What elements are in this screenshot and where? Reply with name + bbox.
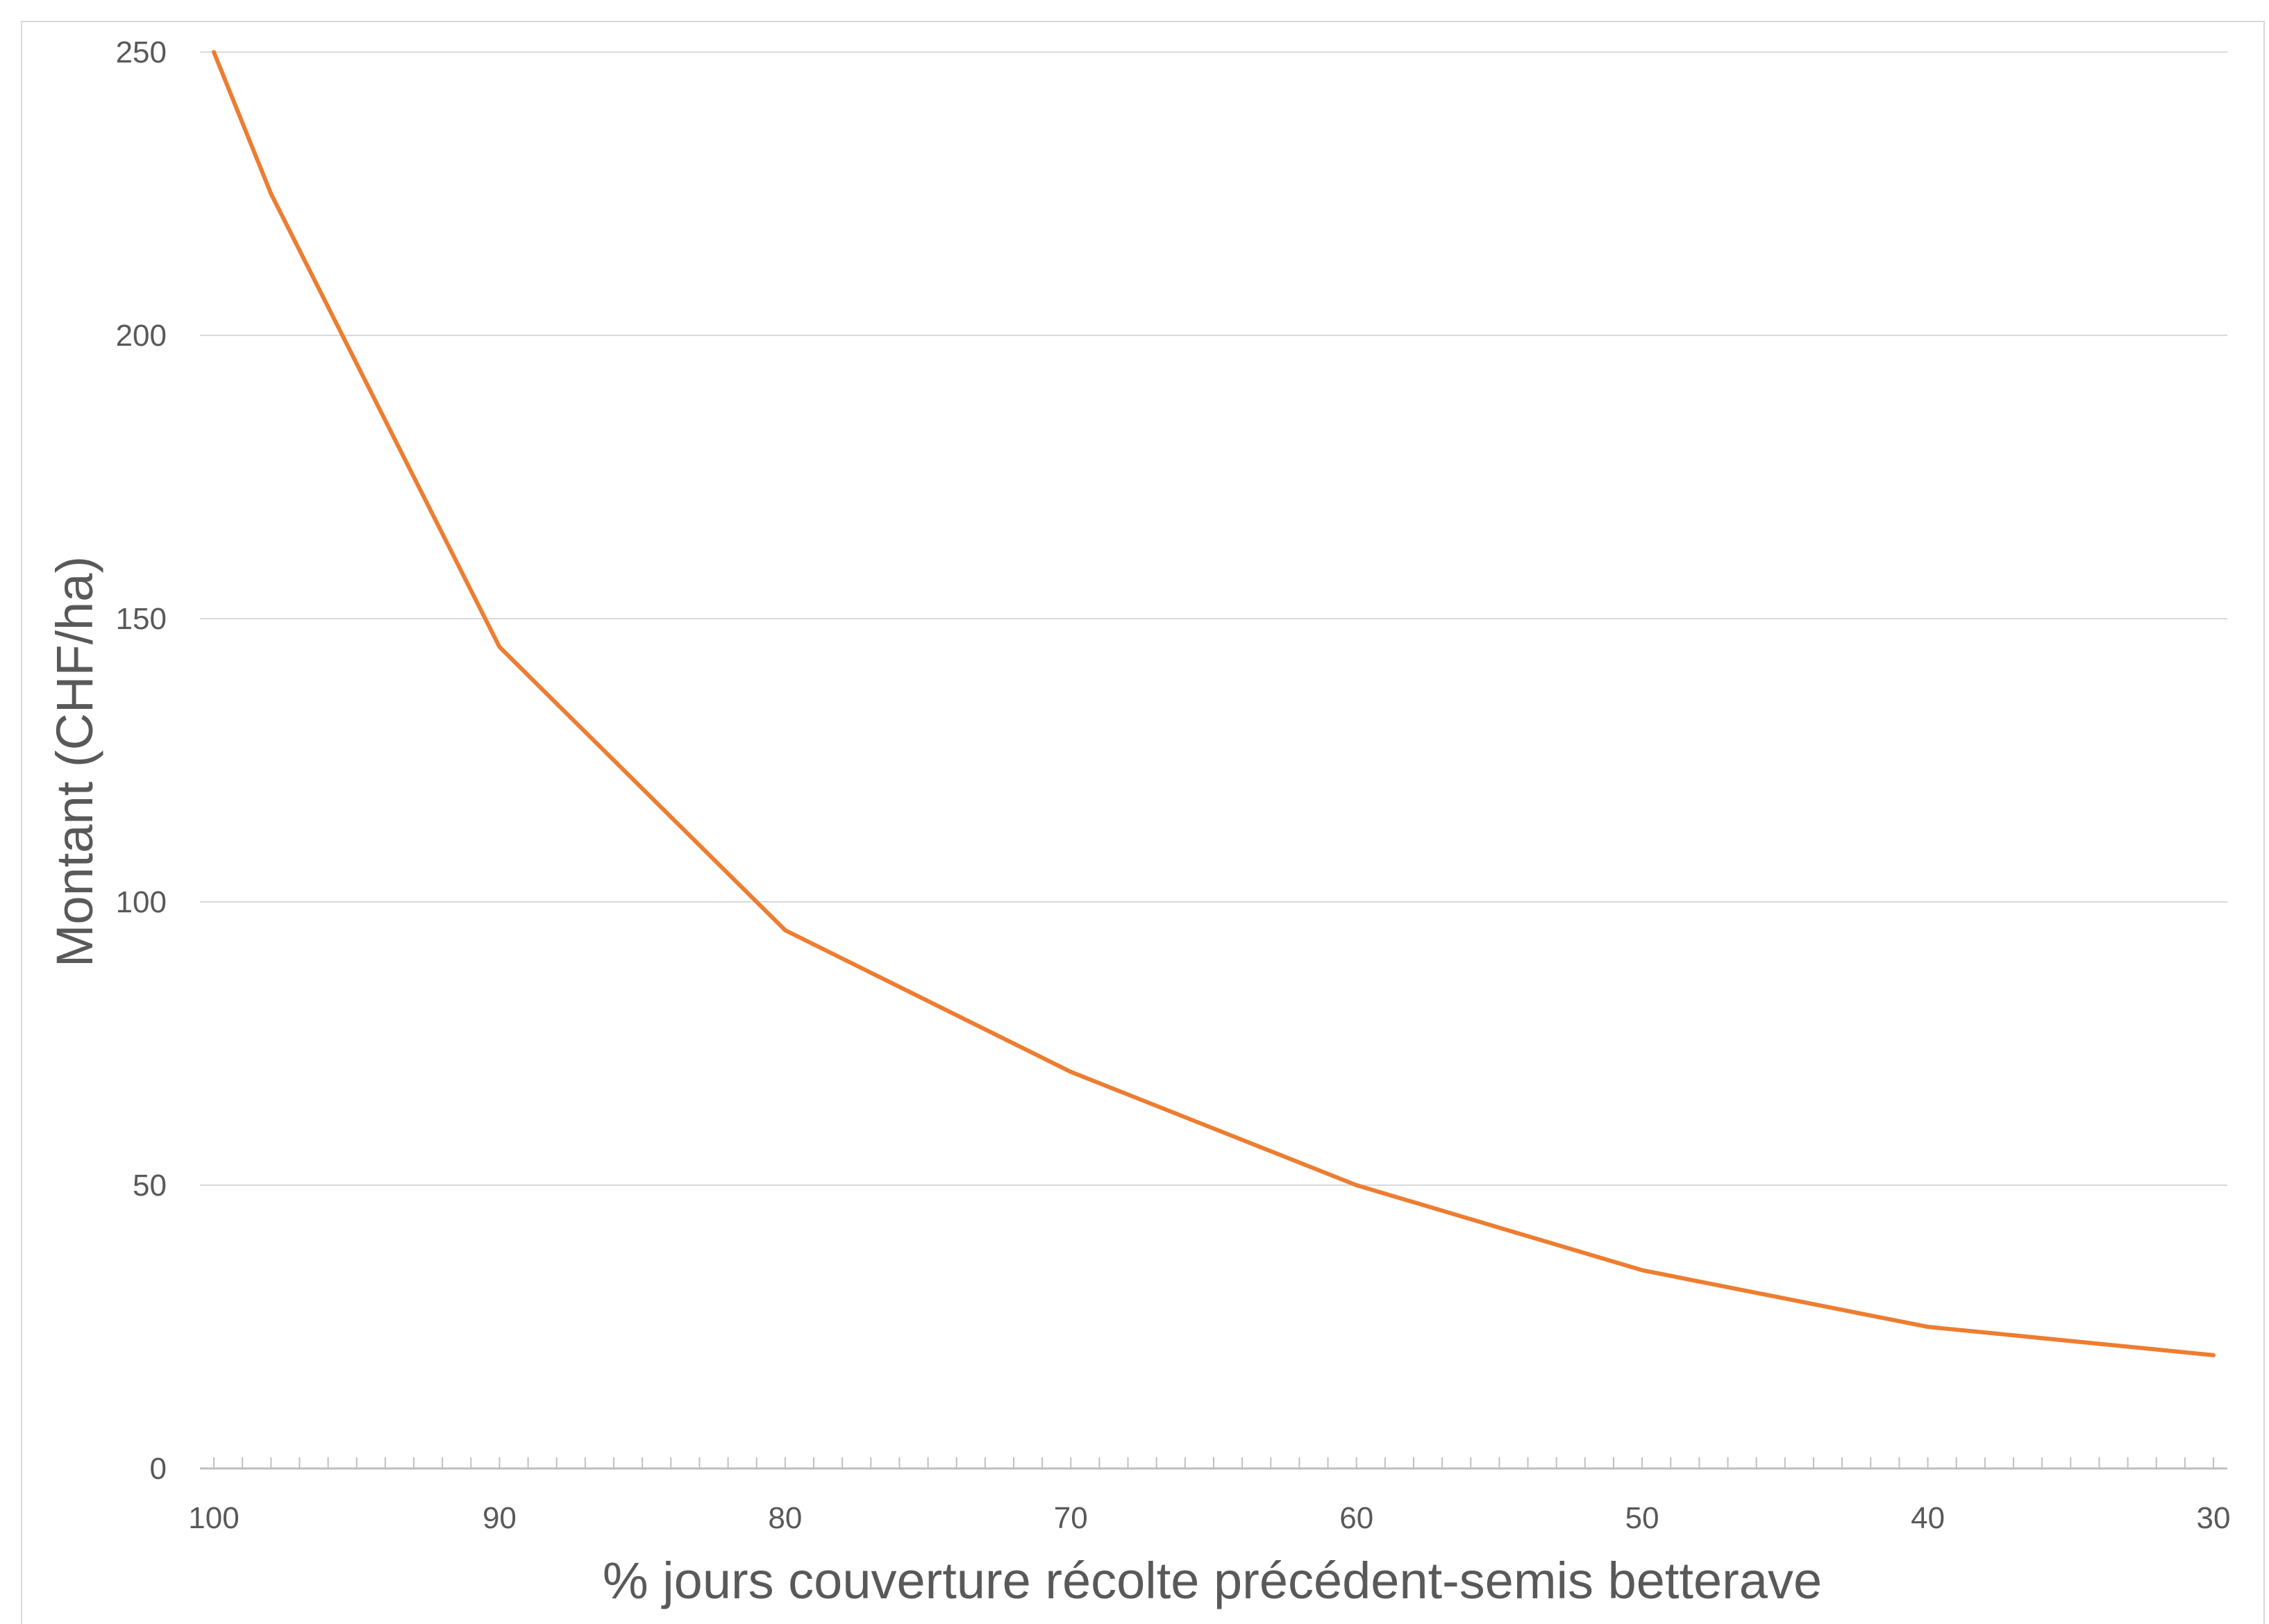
data-point [784, 929, 787, 932]
x-axis-minor-ticks [213, 1457, 2214, 1468]
y-tick-label: 100 [116, 885, 167, 919]
data-point [1927, 1325, 1929, 1328]
y-tick-label: 0 [150, 1452, 167, 1486]
x-axis-title: % jours couverture récolte précédent-sem… [603, 1552, 1822, 1609]
x-tick-label: 70 [1054, 1501, 1088, 1535]
data-point [1355, 1184, 1358, 1187]
y-tick-label: 250 [116, 35, 167, 69]
data-point [269, 192, 272, 195]
data-point [498, 646, 501, 648]
x-tick-label: 30 [2197, 1501, 2231, 1535]
x-tick-label: 60 [1339, 1501, 1373, 1535]
y-axis-tick-labels: 0 50 100 150 200 250 [116, 35, 167, 1486]
x-axis-tick-labels: 100 90 80 70 60 50 40 30 [188, 1501, 2230, 1535]
x-tick-label: 80 [768, 1501, 802, 1535]
x-tick-label: 40 [1911, 1501, 1945, 1535]
x-tick-label: 100 [188, 1501, 239, 1535]
chart-frame [21, 21, 2265, 1624]
x-tick-label: 50 [1625, 1501, 1659, 1535]
y-tick-label: 200 [116, 319, 167, 353]
gridlines [200, 51, 2227, 1186]
series-line-0 [212, 50, 2216, 1357]
series-layer [212, 50, 2216, 1357]
y-axis-title: Montant (CHF/ha) [46, 556, 103, 967]
y-tick-label: 50 [133, 1169, 167, 1203]
x-tick-label: 90 [483, 1501, 517, 1535]
data-point [1069, 1071, 1072, 1073]
data-point [2212, 1354, 2215, 1357]
y-tick-label: 150 [116, 602, 167, 636]
data-point [1641, 1269, 1643, 1271]
data-point [212, 51, 215, 53]
